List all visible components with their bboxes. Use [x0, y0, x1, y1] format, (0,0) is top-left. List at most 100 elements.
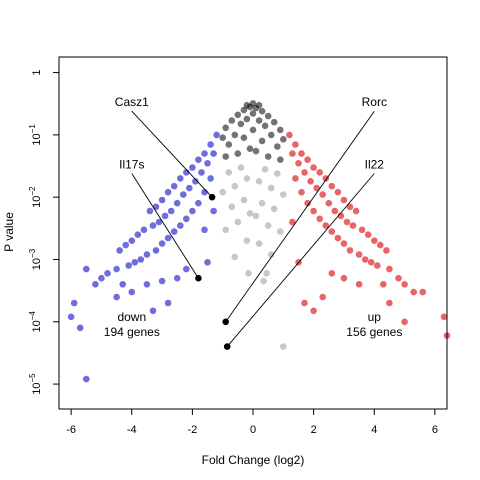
- data-point-down: [128, 288, 136, 296]
- data-point-up: [319, 293, 327, 301]
- connector-casz1: [131, 110, 213, 198]
- data-point-down: [183, 215, 190, 223]
- y-tick-label: 10−1: [28, 124, 43, 146]
- data-point-up: [298, 150, 305, 157]
- data-point-up: [313, 184, 321, 192]
- data-point-up: [331, 207, 339, 215]
- y-tick-label: 10−2: [28, 186, 43, 208]
- data-point-down: [70, 299, 78, 307]
- data-point-up: [371, 237, 378, 244]
- data-point-down: [134, 231, 142, 238]
- data-point-down: [189, 164, 196, 171]
- data-point-down: [170, 228, 178, 235]
- highlighted-point-il22: [223, 343, 231, 350]
- data-point-down: [149, 222, 157, 229]
- connector-rorc: [225, 110, 375, 323]
- data-point-up: [301, 169, 308, 176]
- gene-label-il17s: Il17s: [119, 158, 144, 172]
- data-point-top: [280, 136, 287, 143]
- data-point-ns: [228, 203, 236, 211]
- x-tick-label: -2: [187, 424, 197, 436]
- data-point-up: [340, 196, 348, 204]
- data-point-ns: [243, 237, 251, 244]
- data-point-down: [204, 160, 211, 167]
- data-point-ns: [267, 184, 275, 192]
- connector-il17s: [131, 173, 199, 279]
- data-point-ns: [270, 205, 278, 213]
- data-point-down: [146, 207, 154, 215]
- data-point-up: [289, 150, 296, 157]
- data-point-down: [131, 259, 139, 266]
- y-tick-label: 10−3: [28, 248, 43, 270]
- gene-label-rorc: Rorc: [362, 95, 387, 109]
- data-point-top: [240, 106, 248, 114]
- data-point-down: [113, 293, 120, 301]
- data-point-down: [201, 188, 208, 196]
- data-point-up: [419, 288, 427, 296]
- data-point-up: [292, 175, 299, 182]
- data-point-up: [319, 191, 327, 198]
- x-tick-label: 2: [311, 424, 317, 436]
- data-point-down: [189, 207, 196, 215]
- data-point-down: [210, 150, 217, 157]
- data-point-down: [116, 247, 123, 254]
- data-point-up: [295, 160, 302, 167]
- data-point-ns: [280, 191, 287, 198]
- data-point-down: [83, 375, 90, 383]
- data-point-up: [355, 251, 363, 258]
- data-point-down: [198, 169, 205, 176]
- data-point-ns: [274, 170, 281, 177]
- data-point-up: [334, 188, 342, 196]
- y-tick-label: 1: [31, 70, 43, 76]
- highlighted-point-il17s: [195, 274, 202, 282]
- data-point-ns: [245, 270, 252, 277]
- data-point-top: [219, 134, 226, 141]
- data-point-down: [207, 141, 214, 148]
- data-point-up: [325, 199, 333, 207]
- data-point-top: [274, 143, 281, 150]
- highlighted-point-rorc: [222, 318, 229, 326]
- data-point-ns: [225, 169, 233, 176]
- data-point-ns: [255, 178, 263, 185]
- data-point-top: [264, 112, 272, 120]
- data-point-down: [83, 265, 90, 273]
- data-point-down: [104, 270, 111, 277]
- data-point-down: [143, 251, 151, 258]
- data-point-ns: [258, 199, 266, 207]
- data-point-down: [161, 212, 169, 220]
- data-point-up: [310, 207, 317, 215]
- data-point-top: [234, 150, 242, 157]
- data-point-up: [301, 299, 308, 307]
- axes: -6 -4 -2 0 2 4 6 1 10−1 10−2 10−3 10−4 10−5: [28, 56, 448, 436]
- data-point-down: [119, 281, 126, 288]
- data-point-ns: [237, 164, 245, 171]
- data-point-down: [137, 256, 145, 263]
- data-point-down: [201, 150, 208, 157]
- data-point-ns: [277, 228, 284, 235]
- data-point-up: [334, 234, 342, 242]
- data-point-ns: [231, 182, 239, 190]
- data-point-up: [298, 188, 305, 196]
- data-point-up: [374, 262, 381, 269]
- data-point-ns: [260, 277, 267, 285]
- data-point-ns: [280, 343, 287, 350]
- group-label-up-line-1: up: [368, 310, 382, 324]
- data-point-ns: [231, 253, 239, 261]
- data-point-down: [164, 188, 172, 196]
- data-point-up: [310, 164, 317, 171]
- data-point-down: [67, 313, 75, 321]
- data-point-down: [128, 237, 136, 244]
- data-point-top: [240, 134, 248, 141]
- data-point-ns: [252, 212, 260, 220]
- data-point-top: [234, 111, 242, 119]
- data-point-down: [92, 281, 99, 288]
- data-point-down: [76, 324, 84, 332]
- data-point-up: [322, 175, 330, 182]
- data-point-up: [328, 182, 336, 190]
- data-point-up: [289, 218, 296, 226]
- data-point-down: [158, 196, 166, 204]
- data-point-down: [113, 265, 120, 273]
- y-tick-label: 10−5: [28, 373, 43, 395]
